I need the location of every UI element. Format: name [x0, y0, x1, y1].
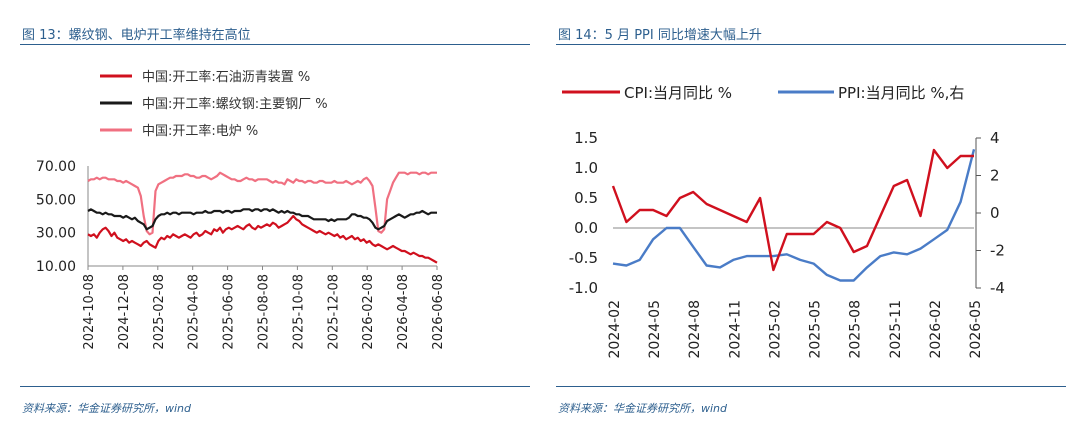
left-line-chart: 中国:开工率:石油沥青装置 % 中国:开工率:螺纹钢:主要钢厂 % 中国:开工率:电… — [36, 69, 446, 350]
left-source-note: 资料来源：华金证券研究所，wind — [22, 402, 192, 415]
y-right-tick-label: 2 — [990, 167, 1000, 185]
y-right-tick-label: -2 — [990, 242, 1005, 260]
legend-label-2: 中国:开工率:螺纹钢:主要钢厂 % — [142, 96, 328, 112]
x-tick-label: 2026-04-08 — [396, 274, 411, 350]
x-tick-label: 2024-10-08 — [82, 274, 97, 350]
y-left-tick-label: 1.0 — [574, 159, 598, 177]
y-right-tick-label: 0 — [990, 204, 1000, 222]
right-line-chart: CPI:当月同比 % PPI:当月同比 %,右 1.5 1.0 0.5 0.0 -0.5 -1… — [562, 84, 1005, 359]
left-title-rule — [20, 44, 530, 45]
x-tick-label: 2025-11 — [888, 300, 904, 359]
x-tick-label: 2025-02 — [767, 300, 783, 359]
y-left-tick-label: -1.0 — [569, 279, 598, 297]
y-tick-label: 50.00 — [36, 192, 76, 208]
x-tick-label: 2024-11 — [727, 300, 743, 359]
y-tick-label: 10.00 — [36, 259, 76, 275]
y-left-tick-label: 1.5 — [574, 129, 598, 147]
x-tick-label: 2024-12-08 — [117, 274, 132, 350]
right-title-rule — [556, 44, 1066, 45]
legend-label-1: 中国:开工率:石油沥青装置 % — [142, 69, 310, 85]
right-chart-title: 图 14：5 月 PPI 同比增速大幅上升 — [558, 28, 762, 43]
series-line-2 — [87, 208, 437, 231]
y-right-tick-label: 4 — [990, 129, 1000, 147]
series-line-1 — [87, 214, 438, 264]
x-tick-label: 2025-05 — [808, 300, 824, 359]
right-chart-panel: 图 14：5 月 PPI 同比增速大幅上升 CPI:当月同比 % PPI:当月同比… — [556, 0, 1080, 429]
y-tick-label: 30.00 — [36, 226, 76, 242]
left-bottom-rule — [20, 386, 530, 387]
legend-label-3: 中国:开工率:电炉 % — [142, 123, 258, 139]
y-tick-label: 70.00 — [36, 159, 76, 175]
ppi-line — [612, 149, 976, 282]
x-tick-label: 2025-12-08 — [326, 274, 341, 350]
x-tick-label: 2025-04-08 — [187, 274, 202, 350]
y-left-tick-label: 0.0 — [574, 219, 598, 237]
legend-label-cpi: CPI:当月同比 % — [624, 84, 732, 102]
left-chart-panel: 图 13：螺纹钢、电炉开工率维持在高位 中国:开工率:石油沥青装置 % 中国:开工… — [20, 28, 530, 415]
x-tick-label: 2024-05 — [647, 300, 663, 359]
left-chart-title: 图 13：螺纹钢、电炉开工率维持在高位 — [22, 28, 251, 43]
cpi-line — [611, 148, 974, 272]
right-bottom-rule — [556, 386, 1066, 387]
x-tick-label: 2025-10-08 — [291, 274, 306, 350]
x-tick-label: 2024-08 — [687, 300, 703, 359]
x-tick-label: 2026-02 — [928, 300, 944, 359]
x-tick-label: 2026-05 — [968, 300, 984, 359]
x-tick-label: 2024-02 — [607, 300, 623, 359]
x-tick-label: 2025-08 — [848, 300, 864, 359]
x-tick-label: 2026-06-08 — [431, 274, 446, 350]
y-left-tick-label: 0.5 — [574, 189, 598, 207]
right-source-note: 资料来源：华金证券研究所，wind — [558, 402, 728, 415]
x-tick-label: 2025-06-08 — [222, 274, 237, 350]
x-tick-label: 2026-02-08 — [361, 274, 376, 350]
legend-label-ppi: PPI:当月同比 %,右 — [838, 84, 964, 102]
y-left-tick-label: -0.5 — [569, 249, 598, 267]
x-tick-label: 2025-08-08 — [257, 274, 272, 350]
y-right-tick-label: -4 — [990, 279, 1005, 297]
x-tick-label: 2025-02-08 — [152, 274, 167, 350]
